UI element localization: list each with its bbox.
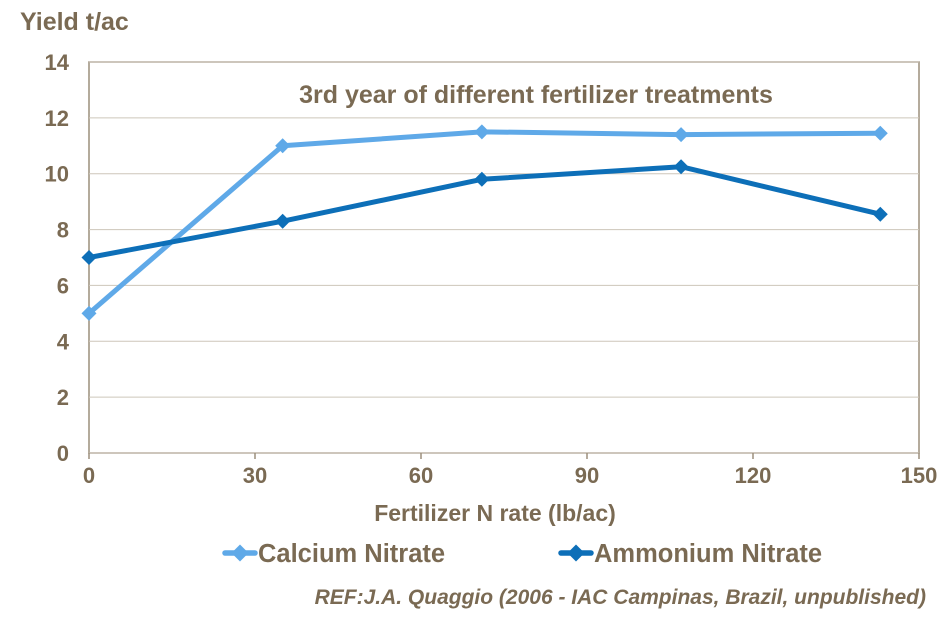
svg-text:10: 10 (45, 162, 69, 187)
svg-text:4: 4 (57, 329, 70, 354)
svg-text:14: 14 (45, 50, 70, 75)
svg-text:2: 2 (57, 385, 69, 410)
svg-text:0: 0 (83, 463, 95, 488)
svg-text:REF:J.A. Quaggio (2006 - IAC: REF:J.A. Quaggio (2006 - IAC Campinas, B… (315, 586, 926, 609)
svg-text:12: 12 (45, 106, 69, 131)
svg-text:30: 30 (243, 463, 267, 488)
svg-text:0: 0 (57, 441, 69, 466)
svg-text:90: 90 (575, 463, 599, 488)
svg-text:Fertilizer N rate (lb/ac): Fertilizer N rate (lb/ac) (374, 500, 616, 526)
svg-text:6: 6 (57, 273, 69, 298)
svg-text:Ammonium Nitrate: Ammonium Nitrate (594, 540, 822, 568)
svg-text:3rd year of different fertiliz: 3rd year of different fertilizer treatme… (299, 81, 773, 109)
svg-text:8: 8 (57, 218, 69, 243)
svg-text:Calcium Nitrate: Calcium Nitrate (258, 540, 445, 568)
svg-text:60: 60 (409, 463, 433, 488)
svg-text:120: 120 (735, 463, 772, 488)
svg-text:Yield t/ac: Yield t/ac (20, 8, 129, 36)
svg-text:150: 150 (901, 463, 938, 488)
